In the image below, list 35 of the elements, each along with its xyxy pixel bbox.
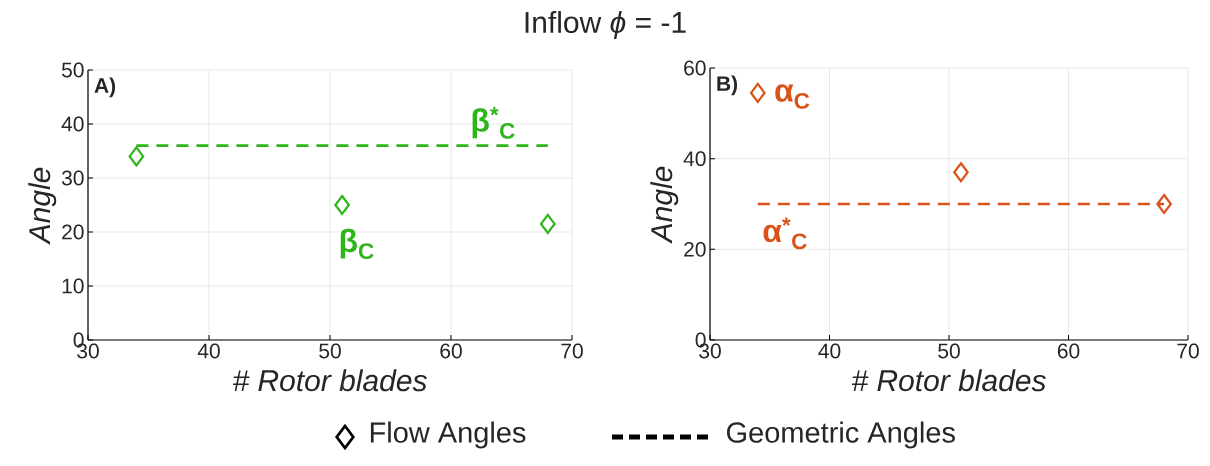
x-tick-label: 60 [440, 343, 462, 359]
y-tick-label: 30 [61, 170, 84, 186]
y-tick-label: 40 [61, 116, 84, 132]
text: Geometric Angles [727, 421, 955, 449]
y-tick-label: 50 [61, 62, 84, 78]
y-tick-label: 40 [683, 151, 706, 167]
annotation: α$_{C}$ [775, 84, 810, 109]
y-tick-label: 10 [62, 278, 84, 294]
x-tick-label: 40 [818, 343, 841, 359]
chart-title: Inflow ϕ = -1 [525, 11, 686, 39]
text: Flow Angles [370, 421, 526, 449]
x-axis-title: # Rotor blades [233, 369, 427, 392]
y-tick-label: 60 [684, 60, 706, 76]
annotation: β$_{C}$ [340, 228, 374, 260]
annotation: A) [94, 77, 116, 98]
annotation: α$^{*}$C [763, 217, 807, 250]
annotation: β$^{*}$C [472, 107, 515, 139]
y-axis-title: Angle [28, 167, 57, 245]
point [539, 213, 556, 234]
point [953, 162, 969, 183]
x-tick-label: 70 [1177, 343, 1199, 359]
x-axis-title: # Rotor blades [852, 369, 1046, 392]
annotation: B) [717, 75, 738, 96]
point [334, 194, 350, 216]
x-tick-label: 40 [197, 343, 220, 359]
y-tick-label: 20 [62, 224, 84, 240]
y-tick-label: 20 [684, 241, 706, 257]
x-tick-label: 50 [938, 343, 960, 359]
x-tick-label: 50 [319, 343, 341, 359]
y-axis-title: Angle [650, 166, 679, 244]
point [749, 82, 766, 104]
x-tick-label: 60 [1057, 343, 1080, 359]
x-tick-label: 70 [561, 343, 583, 359]
point [1156, 193, 1172, 215]
point [128, 146, 145, 167]
